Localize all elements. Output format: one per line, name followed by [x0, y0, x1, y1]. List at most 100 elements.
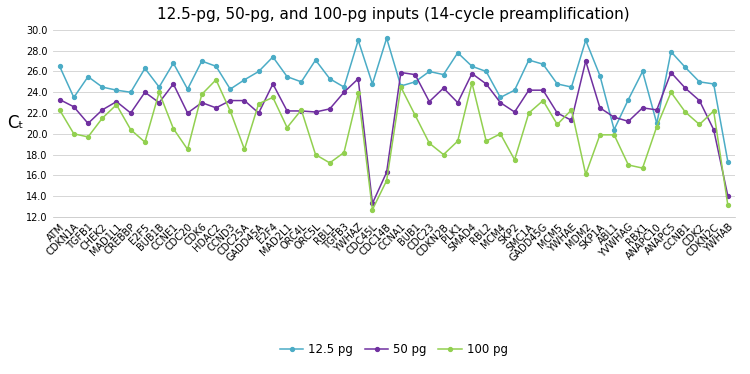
- 12.5 pg: [567, 85, 576, 89]
- 100 pg: [112, 102, 121, 107]
- 100 pg: [169, 126, 178, 131]
- 100 pg: [226, 109, 235, 113]
- 12.5 pg: [624, 97, 633, 102]
- 50 pg: [581, 59, 590, 63]
- 50 pg: [638, 105, 647, 110]
- 100 pg: [467, 81, 476, 85]
- 12.5 pg: [724, 160, 733, 164]
- 50 pg: [69, 105, 78, 109]
- 12.5 pg: [98, 85, 106, 89]
- 100 pg: [610, 133, 619, 137]
- 12.5 pg: [710, 82, 718, 86]
- 50 pg: [154, 100, 164, 105]
- 50 pg: [424, 99, 433, 104]
- Y-axis label: Cₜ: Cₜ: [7, 114, 23, 132]
- 12.5 pg: [496, 95, 505, 100]
- 50 pg: [695, 98, 704, 103]
- 50 pg: [169, 82, 178, 86]
- 100 pg: [510, 157, 519, 162]
- 50 pg: [667, 70, 676, 75]
- 50 pg: [553, 111, 562, 115]
- Line: 50 pg: 50 pg: [58, 59, 730, 205]
- 100 pg: [55, 108, 64, 112]
- 12.5 pg: [240, 77, 249, 82]
- 50 pg: [439, 86, 448, 91]
- 50 pg: [453, 100, 462, 105]
- 100 pg: [396, 85, 405, 89]
- 100 pg: [624, 163, 633, 167]
- 12.5 pg: [126, 90, 135, 95]
- 50 pg: [482, 82, 490, 86]
- 100 pg: [424, 141, 433, 145]
- 100 pg: [581, 172, 590, 177]
- 100 pg: [681, 110, 690, 114]
- 50 pg: [681, 86, 690, 91]
- 50 pg: [226, 98, 235, 103]
- Legend: 12.5 pg, 50 pg, 100 pg: 12.5 pg, 50 pg, 100 pg: [275, 339, 512, 361]
- 100 pg: [638, 166, 647, 170]
- 100 pg: [326, 161, 334, 165]
- 50 pg: [396, 70, 405, 75]
- 100 pg: [283, 125, 292, 130]
- 12.5 pg: [553, 82, 562, 86]
- 50 pg: [596, 105, 604, 110]
- 12.5 pg: [169, 61, 178, 65]
- 50 pg: [340, 90, 349, 95]
- 12.5 pg: [681, 65, 690, 70]
- 12.5 pg: [283, 74, 292, 79]
- 100 pg: [254, 101, 263, 106]
- 100 pg: [311, 152, 320, 157]
- 100 pg: [482, 139, 490, 143]
- 50 pg: [567, 118, 576, 123]
- 50 pg: [268, 82, 278, 86]
- 100 pg: [83, 135, 92, 139]
- 50 pg: [624, 119, 633, 123]
- 12.5 pg: [424, 69, 433, 74]
- 50 pg: [710, 128, 718, 132]
- 12.5 pg: [510, 88, 519, 92]
- 12.5 pg: [112, 88, 121, 92]
- 50 pg: [354, 77, 363, 81]
- 100 pg: [695, 122, 704, 127]
- 12.5 pg: [197, 59, 206, 63]
- 12.5 pg: [211, 64, 220, 68]
- 50 pg: [240, 98, 249, 103]
- 50 pg: [297, 109, 306, 113]
- 12.5 pg: [396, 84, 405, 88]
- 100 pg: [596, 133, 604, 137]
- 100 pg: [140, 140, 149, 144]
- 12.5 pg: [482, 69, 490, 74]
- 100 pg: [98, 116, 106, 120]
- 12.5 pg: [83, 74, 92, 79]
- 12.5 pg: [652, 121, 662, 126]
- 12.5 pg: [69, 95, 78, 100]
- 12.5 pg: [524, 58, 533, 62]
- 50 pg: [467, 71, 476, 76]
- 12.5 pg: [140, 66, 149, 71]
- 12.5 pg: [268, 55, 278, 59]
- 50 pg: [211, 105, 220, 110]
- 12.5 pg: [382, 36, 392, 40]
- 100 pg: [126, 128, 135, 132]
- 100 pg: [268, 95, 278, 100]
- 12.5 pg: [354, 38, 363, 43]
- 12.5 pg: [581, 38, 590, 43]
- 50 pg: [610, 115, 619, 119]
- 12.5 pg: [667, 49, 676, 54]
- 50 pg: [368, 201, 377, 206]
- 12.5 pg: [154, 85, 164, 89]
- 100 pg: [197, 92, 206, 96]
- 50 pg: [283, 109, 292, 113]
- 12.5 pg: [326, 77, 334, 81]
- Title: 12.5-pg, 50-pg, and 100-pg inputs (14-cycle preamplification): 12.5-pg, 50-pg, and 100-pg inputs (14-cy…: [158, 7, 630, 22]
- 100 pg: [724, 203, 733, 208]
- 100 pg: [382, 178, 392, 183]
- 12.5 pg: [410, 80, 419, 84]
- 50 pg: [112, 99, 121, 104]
- 100 pg: [667, 90, 676, 95]
- 100 pg: [652, 124, 662, 129]
- 50 pg: [55, 97, 64, 102]
- 50 pg: [524, 88, 533, 92]
- 12.5 pg: [297, 80, 306, 84]
- 100 pg: [240, 147, 249, 151]
